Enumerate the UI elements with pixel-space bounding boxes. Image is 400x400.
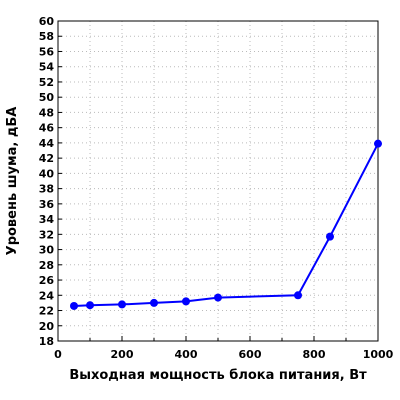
data-point xyxy=(86,301,94,310)
series-layer xyxy=(70,139,382,310)
data-point xyxy=(294,291,302,300)
y-tick-label: 42 xyxy=(39,152,54,165)
y-tick-label: 58 xyxy=(39,30,54,43)
y-tick-label: 38 xyxy=(39,183,54,196)
data-point xyxy=(182,297,190,306)
data-point xyxy=(118,300,126,309)
data-point xyxy=(150,298,158,307)
x-tick-label: 800 xyxy=(303,348,326,361)
y-tick-label: 60 xyxy=(39,15,55,28)
x-tick-label: 400 xyxy=(175,348,198,361)
x-axis-ticks: 0 200 400 600 800 1000 xyxy=(54,336,394,361)
x-tick-label: 200 xyxy=(111,348,134,361)
y-tick-label: 30 xyxy=(39,244,55,257)
y-tick-label: 28 xyxy=(39,259,54,272)
y-tick-label: 48 xyxy=(39,106,54,119)
series-line xyxy=(73,143,379,307)
y-tick-label: 18 xyxy=(39,335,54,348)
y-tick-label: 40 xyxy=(39,167,55,180)
y-tick-label: 36 xyxy=(39,198,55,211)
y-tick-label: 50 xyxy=(39,91,55,104)
y-tick-label: 34 xyxy=(39,213,55,226)
y-axis-title: Уровень шума, дБА xyxy=(5,107,20,256)
y-axis-ticks: 18 20 22 24 26 28 30 32 34 36 38 40 42 44 46 48 50 52 54 56… xyxy=(39,15,62,348)
x-tick-label: 600 xyxy=(239,348,262,361)
y-tick-label: 44 xyxy=(39,137,55,150)
y-tick-label: 22 xyxy=(39,305,54,318)
y-tick-label: 52 xyxy=(39,76,54,89)
y-tick-label: 46 xyxy=(39,122,55,135)
y-tick-label: 56 xyxy=(39,45,55,58)
data-point xyxy=(374,139,382,148)
y-tick-label: 20 xyxy=(39,320,55,333)
y-tick-label: 24 xyxy=(39,289,55,302)
y-tick-label: 26 xyxy=(39,274,55,287)
data-point xyxy=(214,293,222,302)
data-point xyxy=(326,232,334,241)
grid-lines xyxy=(58,21,378,341)
y-tick-label: 54 xyxy=(39,61,55,74)
x-tick-label: 0 xyxy=(54,348,62,361)
x-tick-label: 1000 xyxy=(363,348,394,361)
y-tick-label: 32 xyxy=(39,228,54,241)
x-axis-title: Выходная мощность блока питания, Вт xyxy=(69,368,367,383)
data-point xyxy=(70,301,78,310)
